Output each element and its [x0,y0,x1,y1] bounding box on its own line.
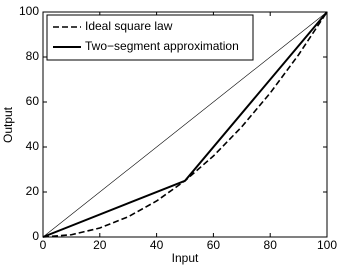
y-tick-label: 100 [19,4,39,18]
legend-label: Ideal square law [85,19,173,33]
y-tick-label: 40 [26,139,40,153]
y-tick-label: 60 [26,94,40,108]
x-tick-label: 100 [317,238,337,252]
x-axis-label: Input [172,251,199,265]
x-tick-label: 60 [207,238,221,252]
series-line [42,11,328,238]
y-tick-label: 80 [26,49,40,63]
y-tick-label: 0 [32,229,39,243]
x-tick-label: 20 [93,238,107,252]
y-tick-label: 20 [26,184,40,198]
x-tick-label: 40 [150,238,164,252]
series-line [42,11,328,238]
legend-label: Two−segment approximation [85,39,239,53]
x-tick-label: 0 [40,238,47,252]
x-tick-label: 80 [264,238,278,252]
legend-box [46,14,254,61]
plot-frame [42,11,328,238]
y-axis-label: Output [1,106,15,143]
